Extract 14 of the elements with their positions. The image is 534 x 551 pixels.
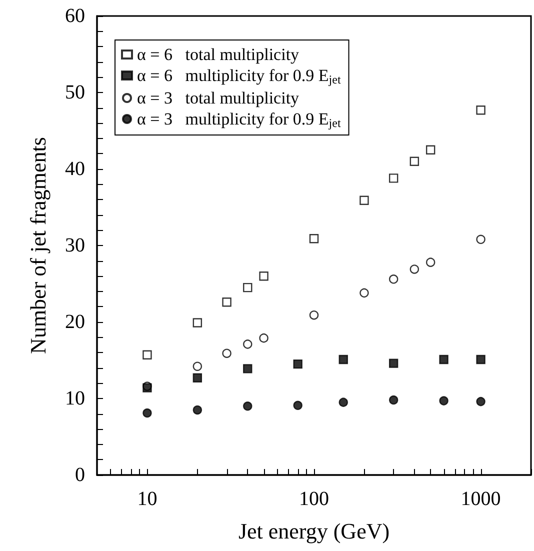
x-axis-title: Jet energy (GeV) (238, 518, 390, 544)
y-tick-label: 20 (65, 311, 85, 333)
y-tick-label: 10 (65, 388, 85, 410)
y-axis-title: Number of jet fragments (26, 137, 50, 354)
y-tick-label: 60 (65, 5, 85, 27)
x-tick-label: 100 (299, 488, 329, 510)
y-tick-label: 40 (65, 158, 85, 180)
y-tick-label: 30 (65, 234, 85, 256)
x-tick-label: 10 (137, 488, 158, 510)
legend-label: α = 6 total multiplicity (137, 45, 300, 64)
y-tick-label: 0 (75, 464, 85, 486)
legend-label: α = 3 total multiplicity (137, 88, 300, 108)
x-tick-label: 1000 (460, 488, 501, 510)
y-tick-label: 50 (65, 82, 85, 104)
